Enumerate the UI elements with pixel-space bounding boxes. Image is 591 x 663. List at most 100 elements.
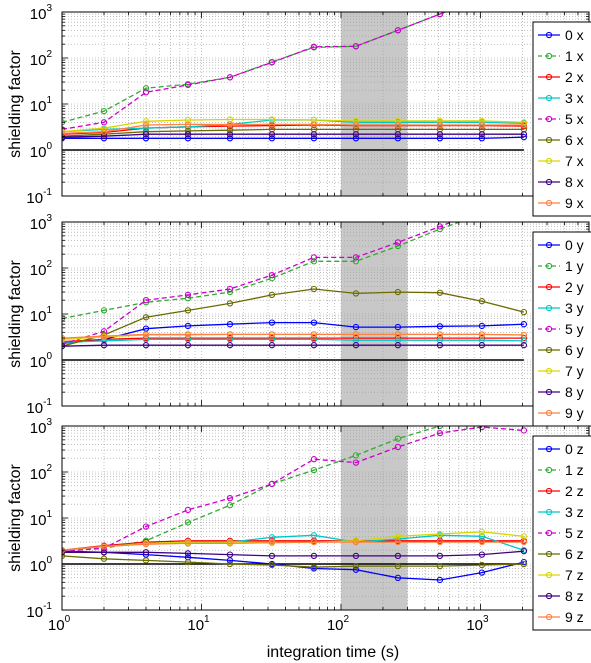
data-point	[142, 549, 150, 556]
data-point	[352, 566, 360, 573]
series-line	[62, 337, 524, 343]
data-point	[184, 550, 192, 557]
data-point	[479, 0, 484, 1]
series-line	[62, 540, 524, 551]
data-point	[268, 59, 276, 66]
data-point	[436, 342, 444, 349]
series-line	[62, 344, 524, 347]
data-point	[142, 541, 150, 548]
data-point	[100, 124, 108, 132]
legend-box	[532, 21, 591, 217]
data-point	[352, 254, 360, 261]
data-point	[478, 342, 486, 349]
series-line	[62, 12, 448, 123]
data-point	[310, 466, 318, 474]
data-point	[310, 121, 318, 128]
data-point	[352, 323, 360, 331]
data-point	[352, 121, 360, 129]
data-point	[520, 538, 528, 546]
data-point	[184, 81, 192, 89]
data-point	[100, 307, 108, 314]
data-point	[226, 560, 234, 568]
legend-label: 3 x	[565, 90, 584, 106]
data-point	[142, 331, 150, 338]
data-point	[226, 74, 234, 81]
data-point	[394, 562, 402, 570]
y-tick-label: 102	[30, 463, 53, 483]
data-point	[100, 128, 108, 135]
legend-label: 1 x	[565, 48, 584, 64]
data-point	[436, 538, 444, 546]
series-line	[62, 541, 524, 551]
data-point	[226, 131, 234, 138]
data-point	[310, 135, 318, 142]
legend-label: 5 y	[565, 321, 584, 337]
data-point	[520, 321, 528, 328]
data-point	[478, 538, 486, 546]
data-point	[142, 557, 150, 564]
legend-label: 6 z	[565, 546, 584, 562]
data-point	[226, 285, 234, 293]
legend-label: 5 z	[565, 525, 584, 541]
data-point	[352, 538, 360, 546]
y-tick-label: 10-1	[26, 187, 52, 207]
data-point	[394, 552, 402, 560]
data-point	[436, 331, 444, 338]
data-point	[184, 519, 192, 526]
data-point	[142, 314, 150, 321]
data-point	[520, 548, 528, 555]
data-point	[436, 223, 444, 230]
data-point	[226, 342, 234, 349]
series-line	[62, 321, 524, 345]
data-point	[394, 342, 402, 349]
series-line	[62, 136, 524, 139]
data-point	[436, 562, 444, 570]
data-point	[520, 342, 528, 349]
data-point	[352, 117, 360, 125]
y-tick-label: 10-1	[26, 397, 52, 417]
data-point	[310, 456, 318, 463]
legend-marker	[545, 94, 553, 102]
legend: 0 x 1 x 2 x 3 x 5 x 6 x 7 x 8 x 9 x	[532, 21, 591, 217]
data-point	[352, 331, 360, 338]
y-tick-label: 101	[30, 509, 53, 529]
y-tick-label: 102	[30, 259, 53, 279]
legend-marker	[545, 325, 553, 333]
series-group	[62, 426, 528, 584]
data-point	[478, 551, 486, 558]
legend-label: 6 y	[565, 342, 584, 358]
data-point	[268, 539, 276, 546]
data-point	[436, 323, 444, 330]
data-point	[436, 530, 444, 538]
data-point	[310, 564, 318, 571]
data-point	[352, 131, 360, 138]
data-point	[184, 540, 192, 547]
legend-label: 5 x	[565, 111, 584, 127]
data-point	[184, 291, 192, 299]
data-point	[478, 117, 486, 125]
legend-marker	[545, 346, 553, 354]
data-point	[268, 480, 276, 488]
data-point	[520, 337, 528, 345]
data-point	[184, 295, 192, 302]
data-point	[394, 117, 402, 125]
legend-marker	[545, 115, 553, 123]
data-point	[478, 426, 486, 431]
data-point	[310, 319, 318, 326]
legend-marker	[545, 304, 553, 312]
x-tick-label: 102	[327, 614, 350, 634]
data-point	[310, 254, 318, 261]
data-point	[478, 322, 486, 330]
legend-marker	[545, 529, 553, 537]
legend-marker	[545, 199, 553, 207]
data-point	[436, 429, 444, 437]
data-point	[184, 116, 192, 124]
data-point	[352, 452, 360, 459]
legend-marker	[545, 571, 553, 579]
legend-label: 0 y	[565, 237, 584, 253]
data-point	[226, 331, 234, 338]
legend-label: 3 y	[565, 300, 584, 316]
data-point	[394, 27, 402, 34]
